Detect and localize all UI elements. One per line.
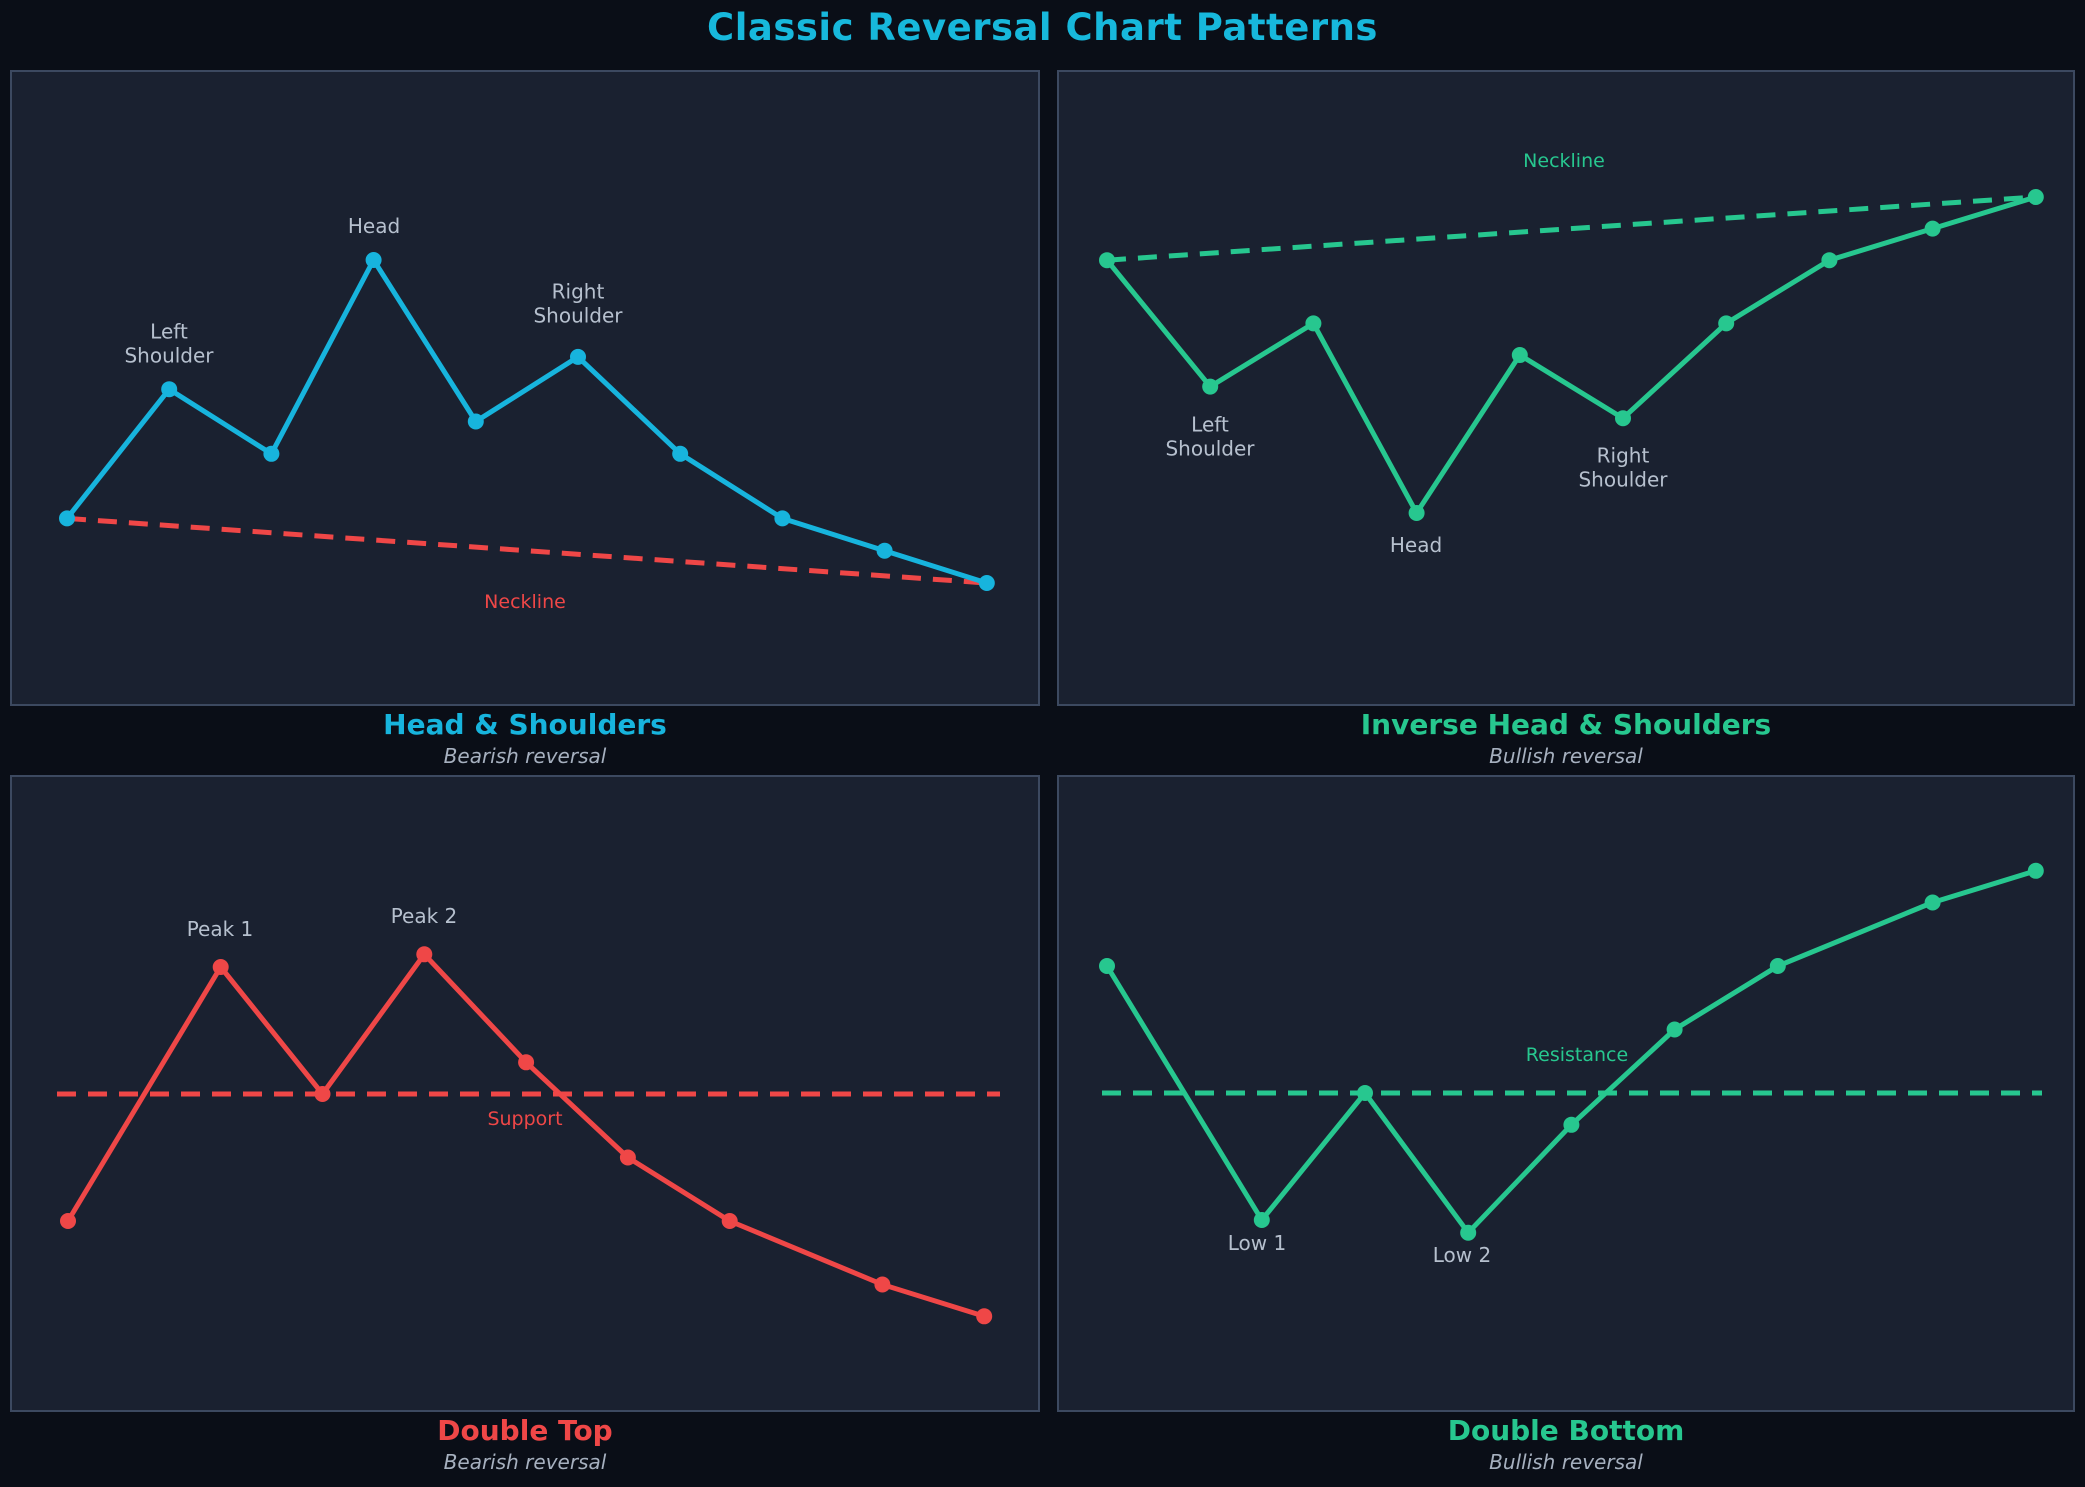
label-left-shoulder: Left Shoulder	[124, 319, 214, 367]
caption-double-top: Double Top Bearish reversal	[10, 1414, 1040, 1477]
label-head: Head	[347, 214, 401, 239]
label-head: Head	[1389, 533, 1443, 558]
head-and-shoulders-chart	[59, 252, 995, 591]
caption-head-and-shoulders: Head & Shoulders Bearish reversal	[10, 708, 1040, 771]
pattern-title: Double Bottom	[1447, 1414, 1685, 1447]
label-neckline: Neckline	[1523, 150, 1605, 172]
pattern-subtitle: Bullish reversal	[1489, 743, 1643, 768]
pattern-subtitle: Bullish reversal	[1489, 1449, 1643, 1474]
label-resistance: Resistance	[1525, 1044, 1629, 1066]
inverse-head-and-shoulders-chart	[1099, 189, 2044, 521]
pattern-title: Head & Shoulders	[383, 708, 667, 741]
label-low-2: Low 2	[1432, 1243, 1492, 1268]
label-right-shoulder: Right Shoulder	[533, 279, 623, 327]
panel-head-and-shoulders: Left Shoulder Head Right Shoulder Neckli…	[10, 70, 1040, 706]
label-peak-1: Peak 1	[186, 917, 254, 942]
label-left-shoulder: Left Shoulder	[1165, 412, 1255, 460]
panel-double-top: Peak 1 Peak 2 Support	[10, 775, 1040, 1412]
label-neckline: Neckline	[484, 591, 566, 613]
double-bottom-chart	[1099, 862, 2044, 1241]
double-top-chart	[57, 946, 1000, 1325]
pattern-title: Double Top	[437, 1414, 613, 1447]
panel-inverse-head-and-shoulders: Left Shoulder Head Right Shoulder Neckli…	[1057, 70, 2075, 706]
page-title: Classic Reversal Chart Patterns	[707, 6, 1378, 49]
pattern-subtitle: Bearish reversal	[443, 743, 607, 768]
pattern-title: Inverse Head & Shoulders	[1360, 708, 1772, 741]
label-right-shoulder: Right Shoulder	[1578, 443, 1668, 491]
caption-inverse-head-and-shoulders: Inverse Head & Shoulders Bullish reversa…	[1057, 708, 2075, 771]
pattern-subtitle: Bearish reversal	[443, 1449, 607, 1474]
label-support: Support	[487, 1108, 563, 1130]
label-low-1: Low 1	[1227, 1231, 1287, 1256]
panel-double-bottom: Low 1 Low 2 Resistance	[1057, 775, 2075, 1412]
label-peak-2: Peak 2	[390, 904, 458, 929]
caption-double-bottom: Double Bottom Bullish reversal	[1057, 1414, 2075, 1477]
